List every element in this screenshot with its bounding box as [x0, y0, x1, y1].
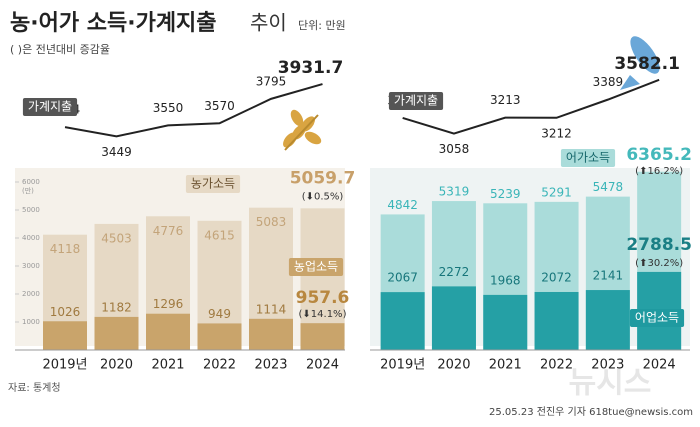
- bar-value-label: 957.6: [296, 288, 350, 308]
- legend-label: 어가소득: [566, 151, 610, 165]
- bar-value-label: 4503: [101, 231, 132, 245]
- bar: [43, 321, 87, 350]
- title-suffix: 추이: [250, 11, 287, 35]
- legend-box: [388, 92, 444, 110]
- bar-value-label: 1968: [490, 273, 521, 287]
- x-tick-label: 2022: [540, 358, 573, 373]
- x-tick-label: 2022: [203, 358, 236, 373]
- line-value-label: 3570: [204, 99, 235, 113]
- legend-label: 어업소득: [635, 311, 679, 325]
- bar-value-label: 6365.2: [626, 145, 692, 165]
- bar-value-label: 5291: [541, 185, 572, 199]
- legend-box: [22, 98, 78, 116]
- bar-value-label: 4842: [387, 198, 418, 212]
- bar-value-label: 5478: [593, 180, 624, 194]
- y-tick-label: 6000: [22, 178, 40, 186]
- annotation: (⬆30.2%): [635, 258, 683, 269]
- wheat-icon: [283, 109, 322, 151]
- x-tick-label: 2024: [643, 358, 676, 373]
- line-value-label: 3582.1: [614, 54, 680, 74]
- bar: [585, 290, 630, 350]
- bar-value-label: 4615: [204, 228, 235, 242]
- watermark: 뉴시스: [569, 366, 652, 401]
- legend-label: 가계지출: [394, 94, 438, 108]
- bar-value-label: 4118: [50, 242, 81, 256]
- bar: [300, 323, 345, 350]
- unit: 단위: 만원: [298, 19, 346, 32]
- y-tick-label: 1000: [22, 318, 40, 326]
- y-tick-label: 3000: [22, 262, 40, 270]
- bar-value-label: 2272: [439, 265, 470, 279]
- note: ( )은 전년대비 증감율: [10, 43, 110, 56]
- bar-value-label: 2067: [387, 271, 418, 285]
- bar: [94, 316, 139, 350]
- x-tick-label: 2024: [306, 358, 339, 373]
- bar-value-label: 5319: [439, 185, 470, 199]
- bar-value-label: 1182: [101, 300, 132, 314]
- line-value-label: 3449: [101, 145, 132, 159]
- x-tick-label: 2021: [489, 358, 522, 373]
- line-value-label: 3389: [593, 75, 624, 89]
- annotation: (⬆16.2%): [635, 166, 683, 177]
- fish-icon: [620, 36, 660, 90]
- credit: 25.05.23 전진우 기자 618tue@newsis.com: [489, 406, 693, 418]
- line: [402, 78, 660, 135]
- bar: [483, 294, 528, 350]
- bar-value-label: 5083: [256, 215, 287, 229]
- x-tick-label: 2023: [254, 358, 287, 373]
- legend-box: [629, 309, 685, 327]
- line-value-label: 3213: [490, 93, 521, 107]
- line-value-label: 3212: [541, 126, 572, 140]
- y-axis-label: (만): [22, 186, 34, 195]
- bar-value-label: 2141: [593, 269, 624, 283]
- bar-value-label: 2788.5: [626, 235, 692, 255]
- line-value-label: 3550: [153, 101, 184, 115]
- x-tick-label: 2023: [591, 358, 624, 373]
- y-tick-label: 2000: [22, 290, 40, 298]
- bar: [146, 313, 190, 350]
- bar-value-label: 2072: [541, 270, 572, 284]
- legend-box: [560, 149, 616, 167]
- x-tick-label: 2020: [437, 358, 470, 373]
- bar-value-label: 5059.7: [290, 168, 356, 188]
- annotation: (⬇0.5%): [302, 191, 344, 202]
- annotation: (⬇14.1%): [299, 309, 347, 320]
- legend-box: [185, 175, 241, 193]
- bar: [197, 323, 242, 350]
- x-tick-label: 2019년: [380, 358, 425, 373]
- bar-value-label: 4776: [153, 224, 184, 238]
- x-tick-label: 2019년: [42, 358, 87, 373]
- legend-box: [288, 258, 344, 276]
- bar: [431, 286, 476, 350]
- line-value-label: 3931.7: [278, 58, 344, 78]
- line-value-label: 3058: [439, 142, 470, 156]
- x-tick-label: 2021: [151, 358, 184, 373]
- bar: [380, 292, 425, 350]
- bar-value-label: 1296: [153, 297, 184, 311]
- title: 농·어가 소득·가계지출: [10, 11, 217, 36]
- x-tick-label: 2020: [100, 358, 133, 373]
- line: [64, 83, 323, 138]
- legend-label: 농가소득: [191, 177, 235, 191]
- bar: [534, 291, 579, 350]
- bar: [249, 318, 293, 350]
- y-tick-label: 4000: [22, 234, 40, 242]
- legend-label: 가계지출: [28, 100, 72, 114]
- source: 자료: 통계청: [8, 382, 61, 394]
- line-value-label: 3795: [256, 74, 287, 88]
- bar-value-label: 5239: [490, 187, 521, 201]
- bar-value-label: 1026: [50, 305, 81, 319]
- legend-label: 농업소득: [294, 260, 338, 274]
- y-tick-label: 5000: [22, 206, 40, 214]
- bar-value-label: 949: [208, 307, 231, 321]
- bar-value-label: 1114: [256, 302, 287, 316]
